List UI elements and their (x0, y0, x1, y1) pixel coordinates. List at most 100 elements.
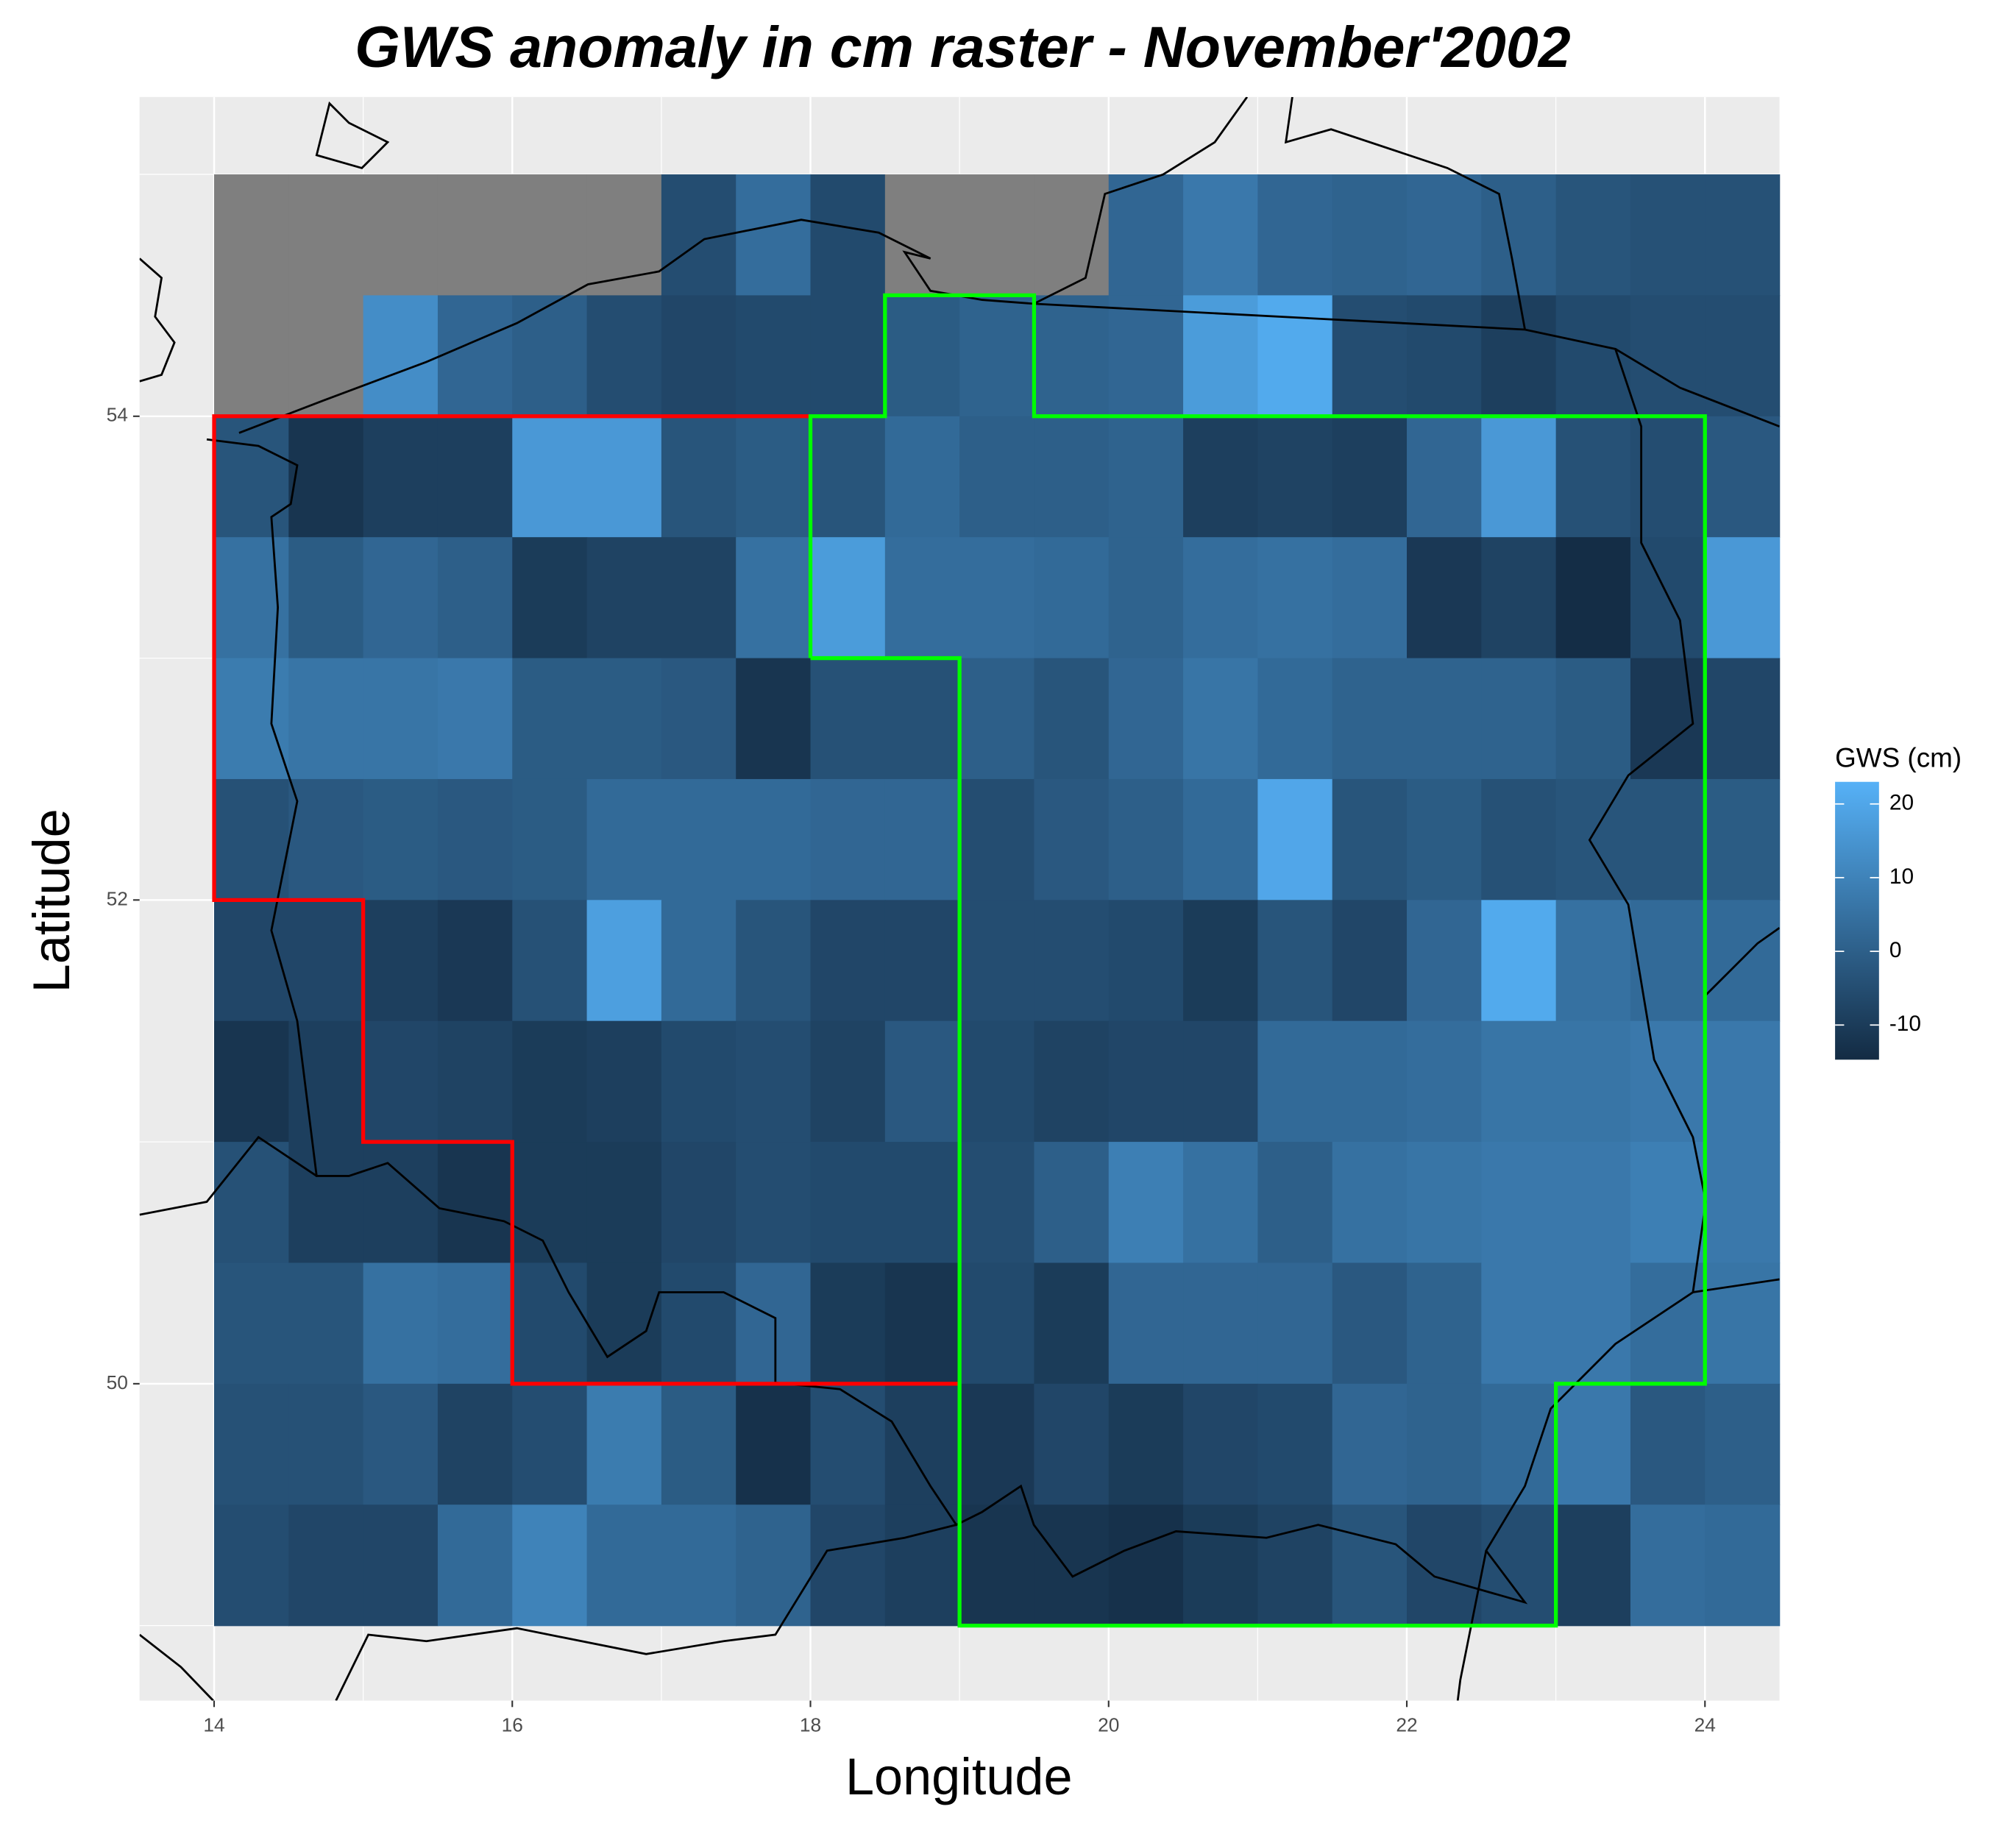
cell (288, 1383, 364, 1505)
cell (736, 1383, 812, 1505)
missing-cell (437, 174, 513, 296)
cell (437, 1020, 513, 1143)
cell (1630, 1262, 1706, 1385)
cell (1705, 295, 1781, 417)
cell (661, 1505, 737, 1627)
cell (1257, 416, 1333, 538)
cell (1034, 416, 1110, 538)
cell (1407, 416, 1483, 538)
cell (1257, 1505, 1333, 1627)
missing-cell (959, 174, 1035, 296)
cell (1555, 1020, 1631, 1143)
legend-label: 20 (1889, 791, 1914, 815)
country-border (1705, 927, 1780, 996)
cell (1108, 658, 1184, 780)
cell (1332, 1505, 1408, 1627)
cell (1332, 537, 1408, 659)
country-border (1692, 1278, 1780, 1293)
cell (884, 900, 960, 1022)
cell (512, 658, 588, 780)
cell (959, 295, 1035, 417)
cell (736, 174, 812, 296)
cell (884, 1020, 960, 1143)
coastline (315, 101, 390, 170)
missing-cell (512, 174, 588, 296)
cell (810, 295, 886, 417)
missing-cell (288, 174, 364, 296)
cell (1034, 1142, 1110, 1264)
cell (437, 778, 513, 901)
cell (1257, 1383, 1333, 1505)
cell (437, 658, 513, 780)
cell (1705, 537, 1781, 659)
cell (661, 416, 737, 538)
cell (884, 778, 960, 901)
cell (1481, 416, 1557, 538)
cell (1034, 900, 1110, 1022)
cell (736, 416, 812, 538)
x-tick-label: 18 (800, 1714, 821, 1736)
cell (1257, 658, 1333, 780)
cell (1481, 295, 1557, 417)
cell (586, 416, 662, 538)
cell (1183, 416, 1259, 538)
cell (1481, 1262, 1557, 1385)
cell (586, 1142, 662, 1264)
cell (661, 658, 737, 780)
cell (586, 1262, 662, 1385)
cell (1183, 537, 1259, 659)
x-tick-label: 16 (502, 1714, 523, 1736)
legend-label: -10 (1889, 1012, 1921, 1036)
cell (1108, 1020, 1184, 1143)
cell (1481, 1142, 1557, 1264)
cell (1257, 537, 1333, 659)
cell (1108, 537, 1184, 659)
cell (1705, 1383, 1781, 1505)
cell (437, 900, 513, 1022)
cell (288, 778, 364, 901)
country-border (335, 1524, 957, 1701)
cell (959, 1383, 1035, 1505)
country-border (139, 1633, 214, 1701)
cell (1705, 1020, 1781, 1143)
cell (1630, 1383, 1706, 1505)
cell (1555, 537, 1631, 659)
cell (810, 416, 886, 538)
cell (959, 900, 1035, 1022)
region-outlines (212, 293, 1707, 1628)
cell (959, 537, 1035, 659)
cell (1034, 1262, 1110, 1385)
cell (1257, 1262, 1333, 1385)
cell (1034, 658, 1110, 780)
cell (736, 778, 812, 901)
coastline (238, 96, 1249, 434)
map-outlines (139, 96, 1780, 1701)
y-tick-label: 52 (107, 887, 128, 909)
cell (214, 778, 290, 901)
cell (661, 1262, 737, 1385)
cell (288, 1505, 364, 1627)
cell (363, 658, 439, 780)
cell (1481, 778, 1557, 901)
cell (959, 1262, 1035, 1385)
cell (1555, 416, 1631, 538)
cell (1257, 778, 1333, 901)
cell (512, 1505, 588, 1627)
cell (586, 778, 662, 901)
cell (1555, 1383, 1631, 1505)
cell (1108, 1505, 1184, 1627)
cell (512, 537, 588, 659)
cell (959, 416, 1035, 538)
cell (1332, 1383, 1408, 1505)
cell (1630, 1142, 1706, 1264)
cell (288, 416, 364, 538)
cell (1555, 1505, 1631, 1627)
cell (1183, 1262, 1259, 1385)
country-border (139, 1135, 318, 1216)
cell (1108, 295, 1184, 417)
cell (586, 295, 662, 417)
cell (512, 295, 588, 417)
cell (512, 1383, 588, 1505)
x-tick-label: 14 (203, 1714, 224, 1736)
cell (1555, 658, 1631, 780)
